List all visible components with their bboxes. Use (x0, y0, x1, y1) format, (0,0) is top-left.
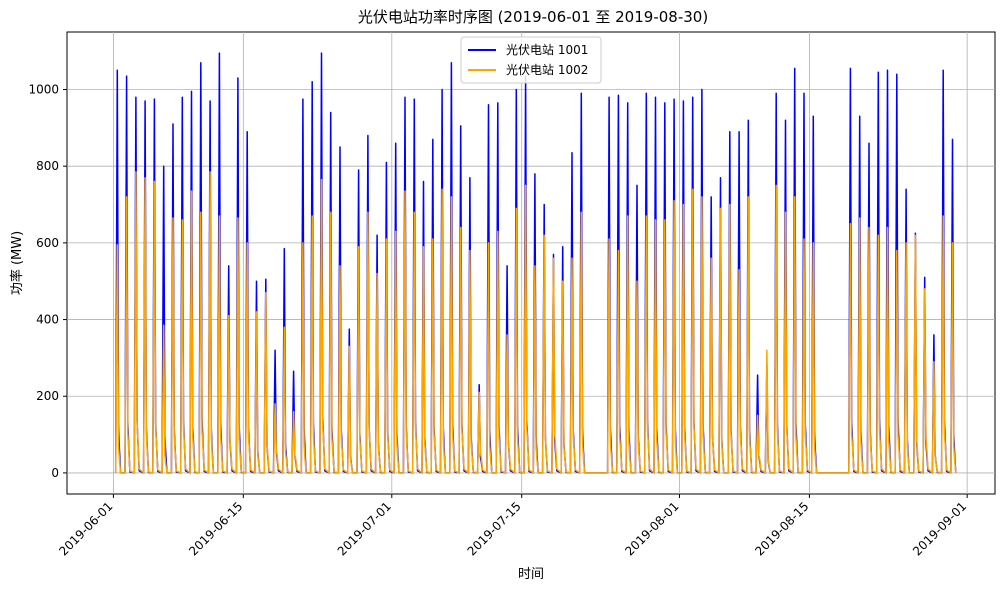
grid (67, 32, 995, 494)
x-axis-label: 时间 (518, 567, 544, 582)
y-tick-label: 200 (36, 389, 59, 403)
series-group (114, 52, 957, 474)
plot-area (66, 31, 996, 495)
x-tick-label: 2019-07-15 (465, 499, 524, 558)
chart-title: 光伏电站功率时序图 (2019-06-01 至 2019-08-30) (358, 8, 708, 26)
y-tick-label: 600 (36, 236, 59, 250)
y-axis-label: 功率 (MW) (9, 231, 25, 295)
legend-label-1002: 光伏电站 1002 (506, 63, 588, 77)
y-tick-label: 400 (36, 313, 59, 327)
x-tick-label: 2019-09-01 (910, 499, 969, 558)
y-tick-label: 0 (51, 466, 59, 480)
y-axis: 0 200 400 600 800 1000 (28, 83, 67, 480)
x-tick-label: 2019-06-01 (56, 499, 115, 558)
x-axis: 2019-06-01 2019-06-15 2019-07-01 2019-07-15… (56, 494, 969, 558)
legend-box (460, 36, 602, 84)
x-tick-label: 2019-08-15 (752, 499, 811, 558)
x-tick-label: 2019-06-15 (186, 499, 245, 558)
legend-label-1001: 光伏电站 1001 (506, 43, 588, 57)
legend: 光伏电站 1001 光伏电站 1002 (460, 36, 602, 84)
series-line-1002 (114, 171, 957, 474)
x-tick-label: 2019-08-01 (622, 499, 681, 558)
x-tick-label: 2019-07-01 (335, 499, 394, 558)
y-tick-label: 800 (36, 159, 59, 173)
y-tick-label: 1000 (28, 83, 59, 97)
